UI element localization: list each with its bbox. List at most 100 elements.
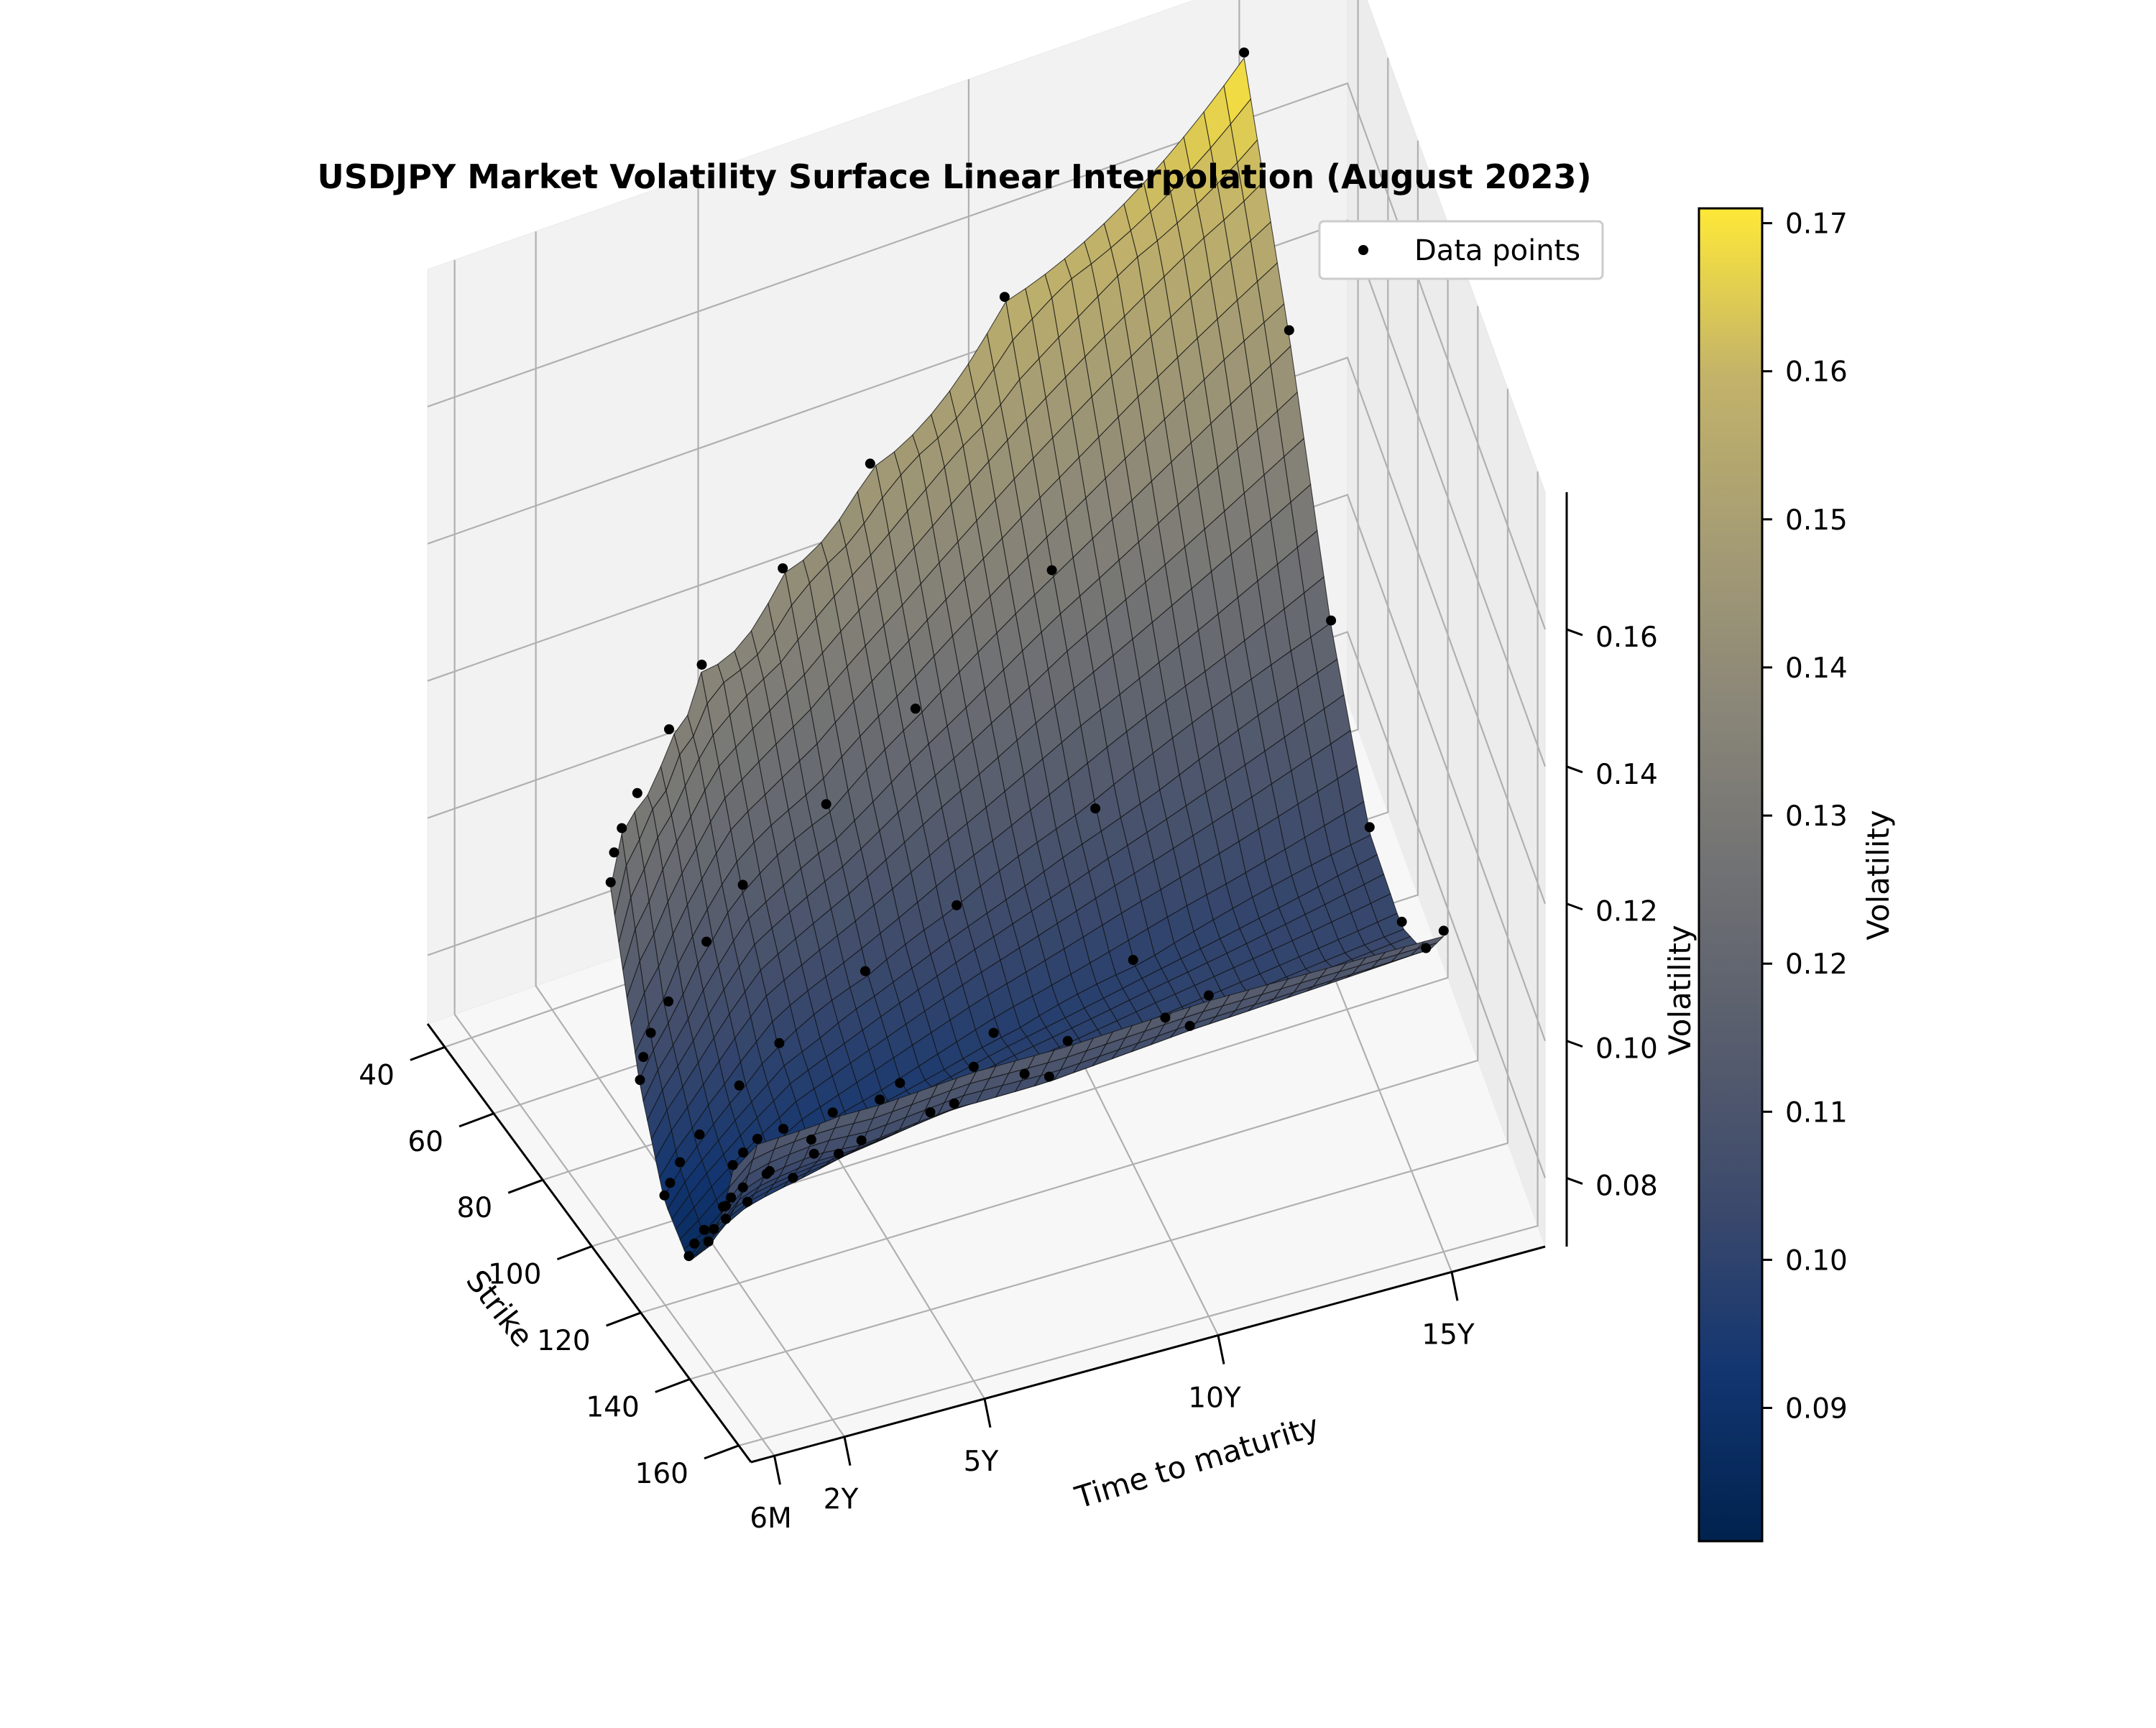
data-point	[632, 787, 642, 798]
data-point	[699, 1224, 709, 1235]
surface-patch	[728, 1144, 758, 1188]
strike-tick	[606, 1311, 642, 1327]
data-point	[635, 1075, 645, 1085]
data-point	[689, 1238, 700, 1249]
colorbar: 0.09 0.10 0.11 0.12 0.13 0.14 0.15 0.16 0.17 Vol…	[1697, 207, 1896, 1543]
legend-marker	[1358, 245, 1368, 255]
legend-label: Data points	[1414, 234, 1580, 267]
axis-lines	[410, 492, 1583, 1485]
data-point	[737, 879, 748, 890]
vol-tick-label: 0.12	[1595, 896, 1658, 928]
data-point	[659, 1190, 670, 1201]
data-point	[910, 703, 921, 714]
strike-gridline	[591, 223, 1449, 1247]
data-point	[834, 1148, 844, 1159]
data-point	[734, 1080, 745, 1091]
colorbar-tick-label: 0.10	[1785, 1244, 1848, 1277]
data-point	[806, 1135, 816, 1145]
data-point	[925, 1107, 936, 1117]
y-axis-label: Time to maturity	[1070, 1408, 1323, 1515]
colorbar-tick-label: 0.11	[1785, 1096, 1848, 1129]
maturity-tick-label: 10Y	[1188, 1382, 1241, 1415]
data-point	[860, 966, 870, 976]
chart-title: USDJPY Market Volatility Surface Linear …	[317, 157, 1591, 196]
colorbar-tick-label: 0.14	[1785, 652, 1848, 685]
strike-gridline	[689, 389, 1508, 1380]
data-point	[1184, 1020, 1195, 1031]
data-point	[738, 1147, 749, 1158]
data-point	[1090, 803, 1101, 814]
maturity-tick	[843, 1436, 852, 1466]
strike-tick-label: 40	[359, 1059, 395, 1091]
data-point	[721, 1201, 732, 1211]
maturity-gridline	[453, 259, 775, 1456]
strike-tick-label: 80	[457, 1192, 493, 1224]
maturity-gridline	[535, 231, 845, 1438]
data-point	[1062, 1035, 1073, 1046]
vol-gridline	[427, 356, 1547, 905]
maturity-tick-label: 5Y	[964, 1446, 999, 1478]
data-point	[703, 1237, 714, 1247]
data-point	[856, 1135, 867, 1146]
maturity-tick	[773, 1455, 781, 1485]
data-point	[1396, 916, 1407, 927]
data-point	[1239, 47, 1250, 58]
strike-gridline	[640, 305, 1479, 1314]
data-point	[701, 936, 712, 947]
strike-tick-label: 160	[635, 1458, 688, 1490]
data-point	[742, 1196, 752, 1207]
data-point	[778, 563, 788, 573]
maturity-tick-label: 6M	[750, 1502, 791, 1535]
colorbar-tick-label: 0.17	[1785, 208, 1848, 241]
data-point	[609, 847, 619, 858]
data-point	[895, 1078, 906, 1089]
data-point	[638, 1052, 649, 1063]
data-point	[865, 458, 875, 469]
data-point	[774, 1038, 785, 1048]
maturity-tick	[1450, 1271, 1459, 1301]
volatility-surface	[610, 57, 1445, 1261]
data-point	[694, 1129, 705, 1140]
maturity-tick	[983, 1398, 992, 1428]
data-point	[999, 292, 1010, 302]
strike-axis-line	[426, 1023, 752, 1463]
legend: Data points	[1318, 220, 1604, 280]
data-point	[1160, 1012, 1171, 1023]
strike-tick	[556, 1245, 592, 1261]
colorbar-tick-label: 0.16	[1785, 356, 1848, 389]
data-point	[664, 724, 674, 734]
data-point	[709, 1224, 719, 1234]
data-point	[1364, 822, 1375, 833]
data-point	[1019, 1068, 1030, 1079]
colorbar-tick-label: 0.15	[1785, 504, 1848, 537]
data-point	[752, 1134, 763, 1144]
strike-tick	[459, 1112, 494, 1128]
data-point	[1128, 955, 1138, 965]
maturity-tick-label: 15Y	[1422, 1318, 1475, 1351]
data-point	[821, 799, 831, 810]
data-point	[696, 660, 707, 670]
axes-gridlines	[427, 0, 1547, 1456]
data-point	[617, 823, 627, 833]
maturity-axis-line	[750, 1245, 1546, 1464]
data-point	[808, 1148, 819, 1159]
data-point	[726, 1192, 737, 1203]
maturity-tick-label: 2Y	[824, 1484, 859, 1516]
data-point	[737, 1182, 748, 1193]
data-point	[778, 1124, 788, 1135]
data-point	[605, 877, 616, 887]
vol-tick-label: 0.16	[1595, 622, 1658, 654]
data-point	[827, 1107, 838, 1118]
z-axis-label: Volatility	[1662, 925, 1697, 1055]
vol-tick	[1566, 1177, 1583, 1185]
data-point	[675, 1157, 686, 1168]
data-point	[1326, 615, 1337, 626]
data-point	[663, 996, 674, 1007]
data-point	[1046, 565, 1057, 576]
data-point	[721, 1214, 732, 1224]
strike-tick-label: 120	[537, 1325, 590, 1357]
strike-tick-label: 140	[586, 1392, 639, 1424]
data-point	[968, 1061, 979, 1072]
data-point	[683, 1251, 694, 1262]
